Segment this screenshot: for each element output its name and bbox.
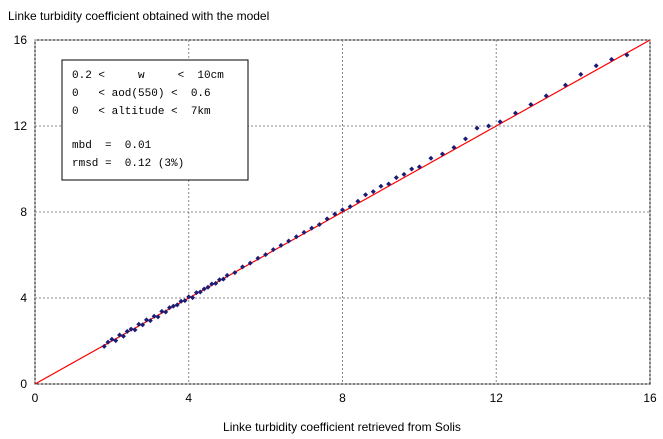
point	[609, 56, 615, 62]
point	[451, 145, 457, 150]
annotation: rmsd = 0.12 (3%)	[72, 158, 184, 170]
point	[105, 339, 111, 345]
point	[347, 204, 353, 210]
annotation: 0.2 < w < 10cm	[72, 70, 224, 82]
point	[128, 326, 134, 332]
point	[378, 183, 384, 189]
point	[370, 189, 376, 195]
x-tick-label: 16	[643, 391, 657, 405]
point	[363, 192, 369, 198]
point	[240, 264, 246, 270]
point	[278, 242, 284, 248]
point	[205, 284, 211, 290]
point	[178, 298, 184, 304]
point	[232, 270, 238, 276]
point	[316, 221, 322, 227]
point	[163, 309, 169, 315]
point	[140, 322, 146, 328]
annotation: mbd = 0.01	[72, 140, 152, 152]
point	[213, 280, 219, 286]
point	[190, 295, 196, 301]
point	[247, 260, 253, 266]
point	[201, 286, 207, 292]
point	[167, 305, 173, 311]
point	[393, 175, 399, 181]
annotation: 0 < aod(550) < 0.6	[72, 88, 211, 100]
point	[136, 321, 142, 327]
point	[562, 82, 568, 88]
point	[124, 328, 130, 334]
point	[117, 332, 123, 338]
point	[182, 298, 188, 304]
point	[293, 234, 299, 240]
point	[578, 71, 584, 77]
point	[324, 216, 330, 222]
point	[170, 303, 176, 309]
point	[255, 255, 261, 261]
point	[340, 207, 345, 213]
point	[120, 333, 126, 339]
chart-title: Linke turbidity coefficient obtained wit…	[8, 9, 269, 23]
point	[463, 136, 468, 142]
point	[439, 151, 445, 157]
y-tick-label: 4	[20, 291, 27, 305]
point	[474, 125, 480, 131]
point	[309, 225, 315, 231]
annotation: 0 < altitude < 7km	[72, 106, 211, 118]
point	[428, 155, 434, 161]
point	[543, 93, 549, 99]
point	[386, 181, 392, 187]
point	[528, 102, 534, 107]
point	[497, 119, 503, 125]
x-tick-label: 8	[339, 391, 346, 405]
point	[416, 164, 422, 170]
point	[220, 276, 226, 282]
annotation-box	[61, 59, 249, 181]
point	[186, 294, 192, 300]
point	[174, 302, 180, 308]
point	[155, 314, 161, 320]
point	[113, 338, 119, 344]
point	[332, 211, 338, 217]
point	[101, 343, 107, 349]
x-tick-label: 0	[32, 391, 39, 405]
point	[147, 318, 153, 324]
y-tick-label: 0	[20, 377, 27, 391]
x-tick-label: 4	[185, 391, 192, 405]
point	[593, 63, 599, 69]
x-axis-label: Linke turbidity coefficient retrieved fr…	[223, 420, 461, 434]
point	[151, 313, 157, 319]
y-tick-label: 8	[20, 205, 27, 219]
point	[301, 229, 307, 235]
point	[197, 289, 203, 295]
point	[217, 277, 222, 283]
point	[270, 247, 276, 253]
x-tick-label: 12	[490, 391, 504, 405]
point	[132, 327, 138, 333]
point	[409, 166, 415, 172]
point	[209, 281, 215, 287]
point	[401, 171, 407, 177]
point	[109, 336, 115, 342]
y-tick-label: 16	[14, 33, 28, 47]
y-tick-label: 12	[14, 119, 28, 133]
point	[286, 238, 292, 244]
point	[193, 290, 199, 296]
point	[224, 272, 230, 278]
point	[624, 52, 630, 58]
point	[159, 308, 165, 314]
point	[512, 110, 518, 116]
point	[143, 317, 149, 323]
point	[263, 252, 269, 258]
point	[486, 123, 492, 129]
point	[355, 198, 361, 204]
